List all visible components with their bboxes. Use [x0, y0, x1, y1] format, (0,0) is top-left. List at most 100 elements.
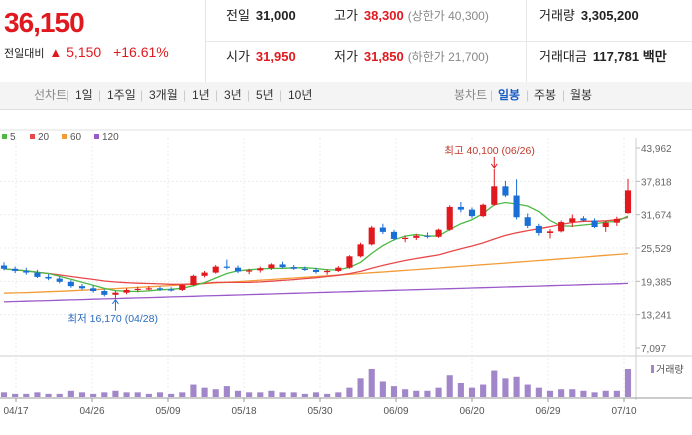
divider: | — [140, 88, 144, 102]
x-tick-label: 05/09 — [155, 406, 180, 417]
period-3m[interactable]: 3개월 — [149, 88, 178, 102]
stat-label: 시가 — [226, 49, 250, 64]
candle-body — [134, 288, 141, 291]
volume-bar — [480, 384, 487, 397]
volume-bar — [301, 393, 308, 397]
quote-summary: 36,150 전일대비 ▲ 5,150 +16.61% 전일 31,000 고가 3… — [0, 0, 692, 83]
candle-body — [0, 265, 8, 269]
volume-bar — [201, 387, 208, 397]
chart-toolbar: 선차트 | 1일 | 1주일 | 3개월 | 1년 | 3년 | 5년 | 10… — [0, 82, 692, 110]
y-tick-label: 31,674 — [641, 211, 672, 222]
volume-bar — [56, 393, 63, 397]
candle-period-day[interactable]: 일봉 — [498, 88, 521, 102]
candle-body — [67, 281, 74, 287]
y-tick-label: 43,962 — [641, 144, 672, 155]
divider: | — [66, 88, 70, 102]
candle-body — [468, 209, 476, 217]
candle-body — [524, 217, 531, 226]
stat-label: 전일 — [226, 8, 250, 23]
volume-bar — [257, 392, 264, 397]
stat-extra: (하한가 21,700) — [407, 50, 489, 64]
candle-body — [156, 288, 164, 290]
candle-body — [535, 225, 542, 233]
volume-bar — [34, 392, 41, 397]
candle-body — [624, 190, 632, 214]
stat-high: 고가 38,300 (상한가 40,300) — [334, 0, 489, 41]
volume-bar — [468, 387, 476, 397]
candle-body — [491, 186, 498, 205]
change-percent: +16.61% — [113, 44, 169, 60]
candle-period-week[interactable]: 주봉 — [534, 88, 557, 102]
period-1d[interactable]: 1일 — [75, 88, 93, 102]
line-chart-label: 선차트 — [34, 88, 68, 102]
legend-swatch — [30, 134, 35, 139]
volume-bar — [569, 389, 576, 397]
volume-bar — [268, 390, 275, 397]
candle-body — [23, 270, 30, 273]
min-marker-arrow — [112, 298, 119, 305]
price-box: 36,150 전일대비 ▲ 5,150 +16.61% — [0, 0, 206, 82]
volume-bar — [524, 384, 531, 397]
volume-bar — [246, 392, 253, 397]
volume-bar — [23, 393, 30, 397]
candlestick-chart: 5 20 60 120 43,962 37,818 31,674 25,529 19,385 13… — [0, 129, 692, 417]
ma120-line — [3, 282, 629, 303]
stat-value: 31,950 — [255, 49, 296, 64]
candle-body — [12, 268, 19, 271]
candle-body — [335, 267, 342, 271]
candle-body — [179, 285, 186, 290]
candle-body — [78, 286, 86, 289]
candle-body — [513, 195, 520, 218]
stat-label: 거래대금 — [539, 49, 587, 64]
candle-body — [101, 291, 108, 295]
candle-body — [402, 237, 409, 240]
stats-table: 전일 31,000 고가 38,300 (상한가 40,300) 거래량 3,305,2… — [206, 0, 692, 82]
candle-body — [357, 244, 364, 257]
volume-bar — [446, 375, 453, 397]
legend-label-ma5: 5 — [10, 132, 16, 143]
candle-body — [257, 268, 264, 271]
volume-bar — [535, 387, 542, 397]
period-1y[interactable]: 1년 — [192, 88, 210, 102]
volume-bar — [491, 370, 498, 397]
period-1w[interactable]: 1주일 — [107, 88, 136, 102]
x-tick-label: 06/20 — [459, 406, 484, 417]
candle-body — [201, 272, 208, 276]
candle-body — [246, 270, 253, 272]
period-5y[interactable]: 5년 — [256, 88, 274, 102]
change-label: 전일대비 — [4, 48, 45, 60]
x-tick-label: 04/17 — [3, 406, 28, 417]
x-tick-label: 07/10 — [611, 406, 636, 417]
volume-legend-label: 거래량 — [656, 364, 684, 376]
candle-period-month[interactable]: 월봉 — [570, 88, 593, 102]
legend-swatch — [62, 134, 67, 139]
candle-body — [56, 278, 63, 282]
volume-bar — [613, 390, 620, 397]
candle-body — [45, 276, 52, 279]
volume-bar — [424, 390, 431, 397]
max-annotation: 최고 40,100 (06/26) — [444, 145, 535, 157]
candle-body — [312, 269, 320, 273]
volume-bar — [390, 386, 398, 397]
period-10y[interactable]: 10년 — [288, 88, 313, 102]
stat-open: 시가 31,950 — [226, 41, 296, 82]
legend-label-ma60: 60 — [70, 132, 82, 143]
volume-legend-swatch — [651, 365, 654, 373]
legend-label-ma20: 20 — [38, 132, 50, 143]
candle-body — [379, 227, 386, 232]
stat-value: 3,305,200 — [580, 8, 639, 23]
volume-bar — [602, 390, 609, 397]
candle-body — [613, 218, 620, 223]
divider: | — [98, 88, 102, 102]
stat-prev-close: 전일 31,000 — [226, 0, 296, 41]
volume-bar — [78, 392, 86, 397]
candle-body — [223, 266, 230, 268]
volume-bar — [290, 392, 297, 397]
x-tick-label: 04/26 — [79, 406, 104, 417]
candle-body — [446, 206, 453, 230]
candle-body — [168, 289, 175, 291]
volume-bar — [112, 390, 119, 397]
period-3y[interactable]: 3년 — [224, 88, 242, 102]
candle-body — [290, 267, 297, 269]
candle-body — [602, 222, 609, 228]
